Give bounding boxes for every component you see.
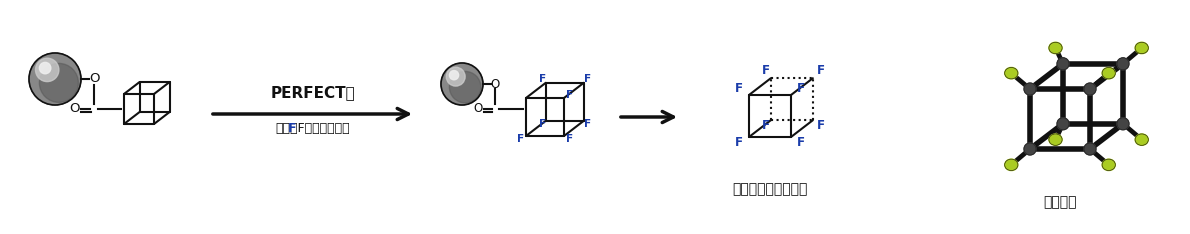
Text: O: O	[89, 73, 99, 85]
Text: F: F	[566, 135, 574, 145]
Circle shape	[1084, 143, 1096, 155]
Circle shape	[446, 67, 465, 86]
Ellipse shape	[1135, 134, 1148, 145]
Text: F: F	[584, 119, 591, 129]
Text: F: F	[566, 89, 574, 99]
Circle shape	[1057, 58, 1069, 70]
Text: F: F	[288, 122, 296, 135]
Circle shape	[1057, 118, 1069, 130]
Circle shape	[1025, 143, 1036, 155]
Text: 全フッ素化キュバン: 全フッ素化キュバン	[732, 182, 808, 196]
Text: F: F	[762, 64, 770, 77]
Text: F: F	[539, 119, 546, 129]
Circle shape	[29, 53, 81, 105]
Text: F: F	[735, 83, 743, 95]
Circle shape	[1117, 58, 1129, 70]
Text: ７つのFを同時に導入: ７つのFを同時に導入	[275, 122, 350, 135]
Text: F: F	[816, 119, 825, 132]
Ellipse shape	[1135, 42, 1148, 54]
Text: O: O	[69, 102, 80, 116]
Circle shape	[450, 71, 481, 103]
Text: 結晶構造: 結晶構造	[1044, 195, 1077, 209]
Ellipse shape	[1048, 42, 1063, 54]
Circle shape	[441, 63, 483, 105]
Ellipse shape	[1004, 159, 1017, 171]
Circle shape	[1025, 83, 1036, 95]
Text: F: F	[735, 135, 743, 149]
Ellipse shape	[1102, 67, 1115, 79]
Text: PERFECT法: PERFECT法	[270, 85, 355, 100]
Circle shape	[39, 63, 79, 102]
Text: F: F	[584, 74, 591, 84]
Text: F: F	[762, 119, 770, 132]
Circle shape	[36, 58, 58, 82]
Circle shape	[39, 62, 51, 74]
Text: F: F	[797, 135, 804, 149]
Circle shape	[1084, 83, 1096, 95]
Ellipse shape	[1004, 67, 1017, 79]
Circle shape	[450, 71, 458, 80]
Text: O: O	[490, 77, 500, 91]
Text: O: O	[474, 102, 483, 116]
Text: F: F	[516, 135, 524, 145]
Text: F: F	[539, 74, 546, 84]
Circle shape	[1117, 118, 1129, 130]
Text: F: F	[816, 64, 825, 77]
Ellipse shape	[1102, 159, 1115, 171]
Ellipse shape	[1048, 134, 1063, 145]
Text: F: F	[797, 83, 804, 95]
